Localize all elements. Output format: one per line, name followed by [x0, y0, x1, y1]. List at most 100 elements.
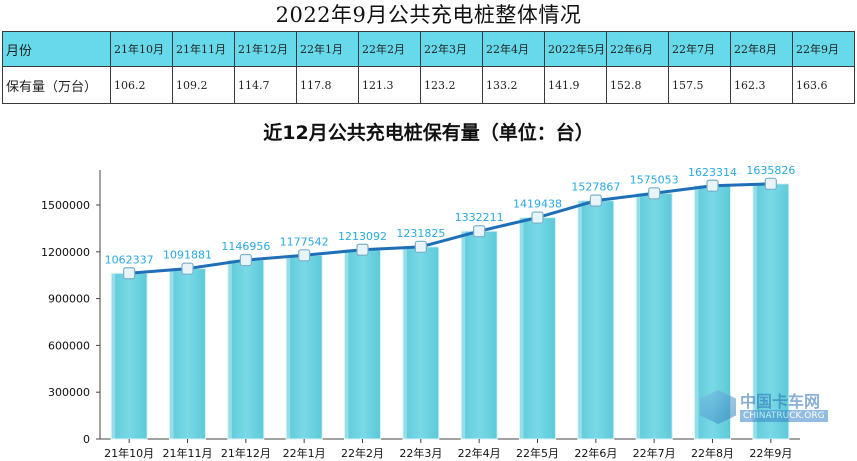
bar-highlight: [461, 231, 466, 439]
data-label: 1177542: [280, 235, 329, 248]
header-label-cell: 月份: [2, 31, 111, 67]
bar-highlight: [636, 193, 641, 439]
line-marker: [531, 211, 544, 224]
month-cell: 22年3月: [420, 31, 483, 67]
data-label: 1635826: [746, 164, 795, 177]
bar-line-chart: 0 300000 600000 900000 1200000 1500000 21年10月 2…: [41, 164, 800, 460]
page-title: 2022年9月公共充电桩整体情况: [275, 3, 582, 27]
line-marker: [706, 179, 719, 192]
bar: [110, 272, 148, 440]
value-cell: 106.2: [110, 66, 173, 104]
line-marker: [414, 240, 427, 253]
x-tick-label: 21年10月: [104, 446, 154, 460]
value-cell: 163.6: [792, 66, 855, 104]
value-label-cell: 保有量（万台）: [2, 66, 111, 104]
bar-highlight: [752, 183, 757, 439]
month-cell: 22年8月: [730, 31, 793, 67]
value-cell: 121.3: [358, 66, 421, 104]
y-tick-label: 1500000: [41, 199, 90, 212]
month-cell: 22年9月: [792, 31, 855, 67]
value-cell: 109.2: [172, 66, 235, 104]
data-label: 1419438: [513, 198, 562, 211]
watermark: 中国卡车网 CHINATRUCK.ORG: [700, 386, 830, 440]
bar: [285, 254, 323, 440]
bar-highlight: [111, 273, 116, 439]
value-cell: 152.8: [606, 66, 669, 104]
line-marker: [648, 187, 661, 200]
x-tick-label: 22年3月: [399, 446, 442, 460]
data-label: 1062337: [105, 253, 154, 266]
x-tick-label: 22年2月: [341, 446, 384, 460]
watermark-en: CHINATRUCK.ORG: [740, 410, 828, 422]
value-cell: 141.9: [544, 66, 607, 104]
month-cell: 22年6月: [606, 31, 669, 67]
bar: [344, 249, 381, 440]
data-label: 1332211: [455, 211, 504, 224]
bar-highlight: [344, 249, 349, 439]
value-cell: 133.2: [482, 66, 545, 104]
x-tick-label: 22年6月: [574, 446, 617, 460]
y-tick-label: 0: [83, 433, 90, 446]
table-value-row: 保有量（万台） 106.2 109.2 114.7 117.8 121.3 12…: [2, 66, 855, 104]
month-cell: 21年10月: [110, 31, 173, 67]
y-tick-label: 600000: [48, 339, 90, 352]
bar: [519, 217, 556, 440]
truck-logo-icon: [700, 390, 736, 424]
x-tick-label: 21年12月: [221, 446, 271, 460]
bar: [577, 200, 615, 440]
line-marker: [356, 243, 369, 256]
bar: [169, 268, 206, 440]
bar-highlight: [694, 185, 699, 439]
bar: [635, 192, 673, 440]
line-marker: [473, 225, 486, 238]
line-marker: [123, 267, 136, 280]
bar-highlight: [286, 255, 291, 439]
series-line: [129, 182, 771, 275]
bar-highlight: [402, 246, 407, 439]
value-cell: 157.5: [668, 66, 731, 104]
data-label: 1146956: [221, 240, 270, 253]
month-cell: 22年2月: [358, 31, 421, 67]
value-cell: 114.7: [234, 66, 297, 104]
watermark-cn: 中国卡车网: [740, 392, 821, 411]
line-marker: [181, 262, 194, 275]
bar-highlight: [169, 268, 174, 439]
chart-title: 近12月公共充电桩保有量（单位：台）: [263, 122, 594, 144]
summary-table: 月份 21年10月 21年11月 21年12月 22年1月 22年2月 22年3…: [2, 31, 855, 104]
data-label: 1213092: [338, 230, 387, 243]
x-tick-label: 22年4月: [458, 446, 501, 460]
data-label: 1091881: [163, 249, 212, 262]
x-tick-label: 21年11月: [163, 446, 213, 460]
table-header-row: 月份 21年10月 21年11月 21年12月 22年1月 22年2月 22年3…: [2, 31, 855, 67]
line-marker: [764, 177, 777, 190]
y-tick-label: 1200000: [41, 246, 90, 259]
y-tick-label: 300000: [48, 386, 90, 399]
bar: [460, 230, 498, 440]
line-marker: [298, 249, 311, 262]
x-tick-label: 22年5月: [516, 446, 559, 460]
x-tick-label: 22年8月: [691, 446, 734, 460]
bar-highlight: [519, 217, 524, 439]
month-cell: 22年4月: [482, 31, 545, 67]
value-cell: 123.2: [420, 66, 483, 104]
data-label: 1527867: [571, 181, 620, 194]
bar: [752, 183, 790, 440]
bar-highlight: [577, 200, 582, 439]
x-tick-label: 22年1月: [283, 446, 326, 460]
x-tick-label: 22年7月: [633, 446, 676, 460]
x-tick-label: 22年9月: [749, 446, 792, 460]
data-label: 1623314: [688, 166, 737, 179]
bar: [402, 246, 440, 440]
value-cell: 162.3: [730, 66, 793, 104]
month-cell: 22年7月: [668, 31, 731, 67]
line-marker: [239, 253, 252, 267]
data-label: 1231825: [396, 227, 445, 240]
line-marker: [589, 194, 602, 207]
y-tick-label: 900000: [48, 293, 90, 306]
data-label: 1575053: [630, 173, 679, 186]
bar-highlight: [227, 260, 232, 439]
month-cell: 22年1月: [296, 31, 359, 67]
month-cell: 21年12月: [234, 31, 297, 67]
bar: [227, 259, 265, 440]
month-cell: 21年11月: [172, 31, 235, 67]
